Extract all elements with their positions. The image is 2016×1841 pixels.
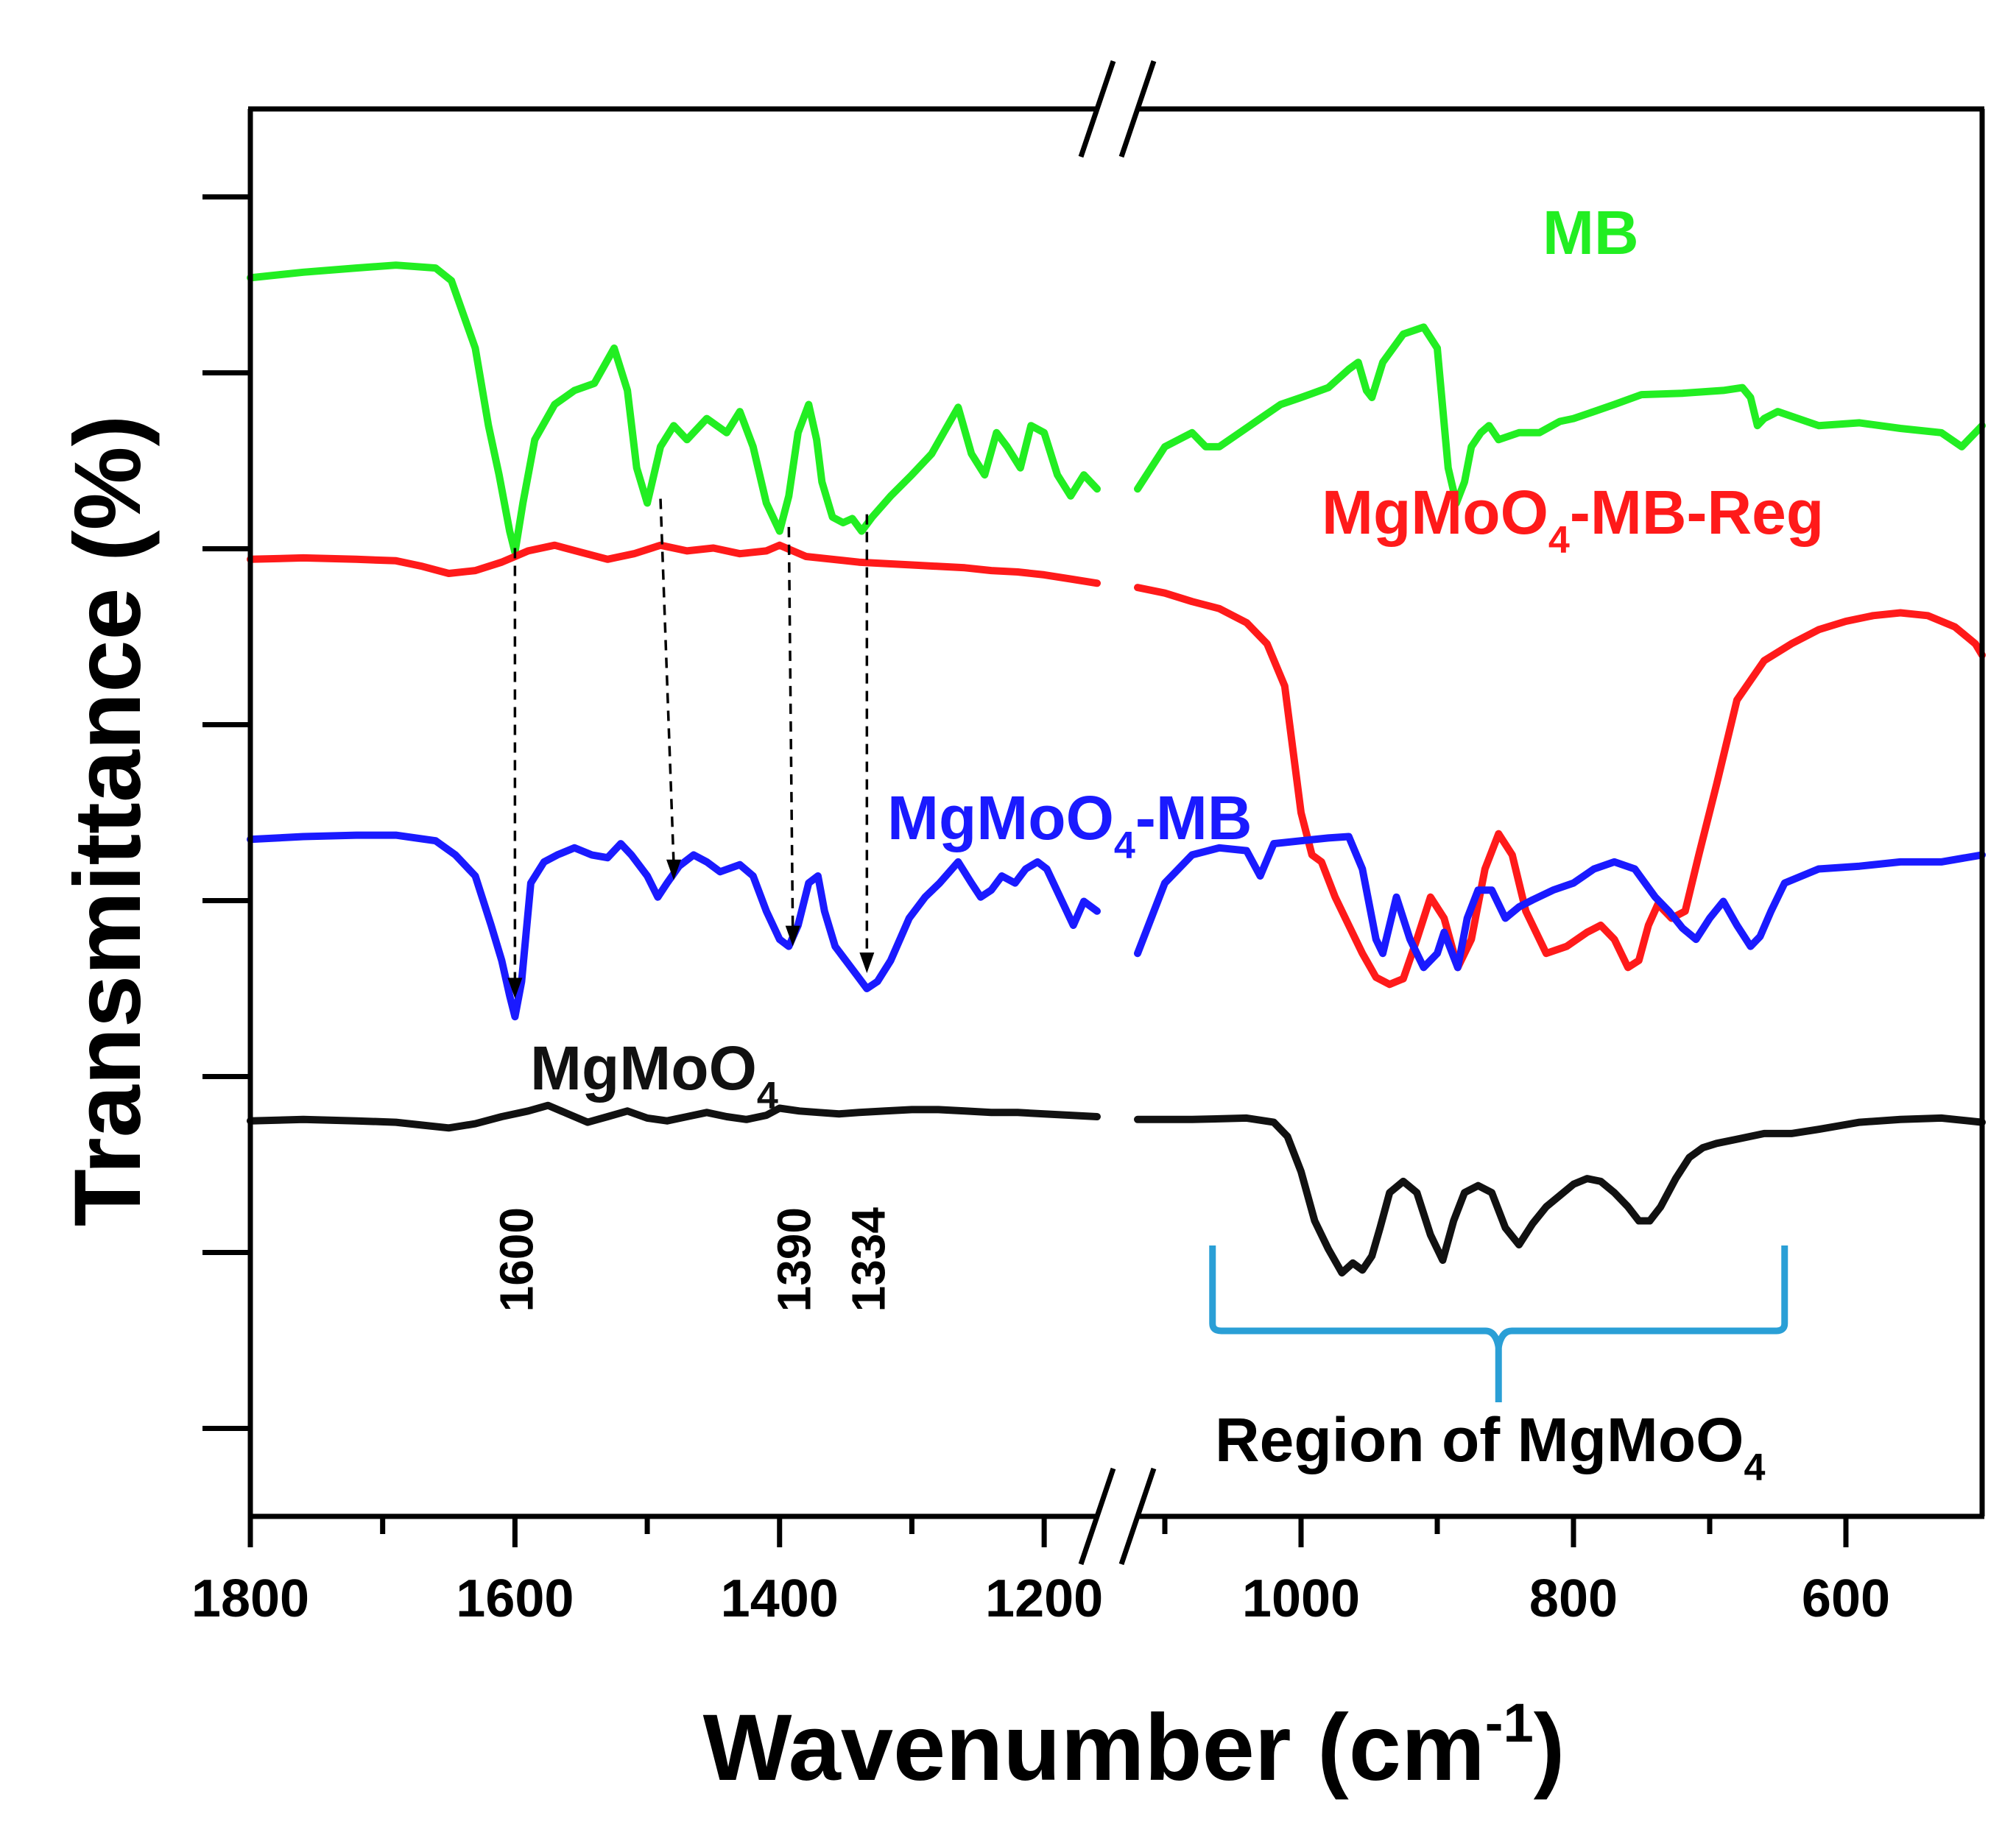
x-tick-label: 1000 xyxy=(1242,1569,1360,1628)
x-tick-label: 600 xyxy=(1802,1569,1890,1628)
plot-frame xyxy=(247,60,1985,1566)
mgmoo4-main: MgMoO xyxy=(530,1033,757,1103)
peak-arrow-head xyxy=(785,925,800,947)
mgmoo4-mb-tail: -MB xyxy=(1135,783,1252,852)
peak-arrow-head xyxy=(859,952,875,973)
peak-label: 1600 xyxy=(490,1207,543,1312)
x-axis-title-superscript: -1 xyxy=(1485,1692,1534,1753)
peak-arrow-head xyxy=(507,978,523,999)
series-label-mgmoo4-mb: MgMoO4-MB xyxy=(887,783,1252,867)
peak-arrow-line xyxy=(787,526,794,930)
x-axis-title: Wavenumber (cm-1) xyxy=(703,1692,1565,1801)
peak-labels: 1600 1390 1334 xyxy=(490,1207,895,1312)
peak-label: 1334 xyxy=(842,1207,895,1312)
peak-label: 1390 xyxy=(768,1207,821,1312)
mgmoo4-mb-main: MgMoO xyxy=(887,783,1114,852)
axis-break-mark-bottom-2 xyxy=(1118,1467,1157,1566)
series-line-3-segment-1 xyxy=(1134,1114,1986,1277)
x-tick-labels: 1800 1600 1400 1200 1000 800 600 xyxy=(191,1569,1890,1628)
mgmoo4-mb-reg-subscript: 4 xyxy=(1548,519,1570,562)
axis-y-ticks xyxy=(202,194,250,1431)
region-bracket xyxy=(1209,1245,1788,1402)
mgmoo4-mb-reg-main: MgMoO xyxy=(1322,478,1548,547)
peak-arrows xyxy=(507,498,875,999)
x-tick-label: 800 xyxy=(1529,1569,1618,1628)
axis-break-mark-top-1 xyxy=(1078,60,1116,158)
y-axis-title: Transmittance (%) xyxy=(55,415,161,1227)
series-line-1-segment-1 xyxy=(1134,584,1986,989)
x-tick-label: 1200 xyxy=(985,1569,1103,1628)
x-tick-label: 1400 xyxy=(721,1569,839,1628)
region-bracket-path xyxy=(1209,1245,1788,1351)
series-label-mb: MB xyxy=(1543,198,1639,267)
series-label-mgmoo4: MgMoO4 xyxy=(530,1033,778,1117)
series-label-mgmoo4-mb-reg: MgMoO4-MB-Reg xyxy=(1322,478,1824,562)
series-line-0-segment-0 xyxy=(247,261,1101,556)
region-label-main: Region of MgMoO xyxy=(1215,1405,1744,1474)
series-line-0-segment-1 xyxy=(1134,323,1986,507)
axis-break-mark-bottom-1 xyxy=(1078,1467,1116,1566)
series-line-2-segment-0 xyxy=(247,831,1101,1021)
series-line-2-segment-1 xyxy=(1134,833,1986,972)
peak-arrow-line xyxy=(659,498,675,864)
series-line-3-segment-0 xyxy=(247,1101,1101,1132)
series-lines xyxy=(247,261,1986,1277)
mgmoo4-mb-subscript: 4 xyxy=(1114,824,1135,867)
axis-x-ticks xyxy=(247,1516,1849,1547)
series-line-1-segment-0 xyxy=(247,541,1101,587)
region-label-subscript: 4 xyxy=(1744,1446,1766,1489)
mgmoo4-subscript: 4 xyxy=(757,1075,778,1117)
x-axis-title-main: Wavenumber (cm xyxy=(703,1695,1485,1801)
mgmoo4-mb-reg-tail: -MB-Reg xyxy=(1570,478,1824,547)
x-axis-title-close: ) xyxy=(1534,1695,1565,1801)
region-label: Region of MgMoO4 xyxy=(1215,1405,1766,1489)
peak-arrow-head xyxy=(666,859,681,880)
x-tick-label: 1800 xyxy=(191,1569,309,1628)
x-tick-label: 1600 xyxy=(456,1569,574,1628)
axis-break-mark-top-2 xyxy=(1118,60,1157,158)
